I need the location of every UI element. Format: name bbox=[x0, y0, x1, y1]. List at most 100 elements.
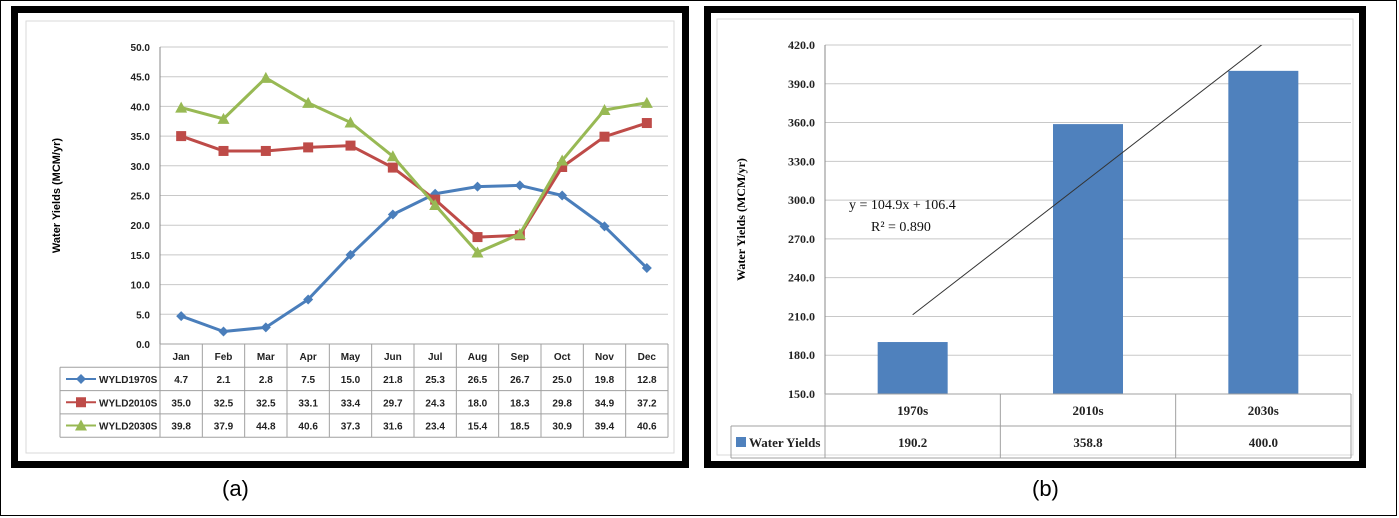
x-tick-label-b: 1970s bbox=[897, 403, 928, 418]
data-label-a: 31.6 bbox=[383, 422, 403, 433]
y-tick-label-a: 45.0 bbox=[131, 73, 151, 84]
trendline-r2: R² = 0.890 bbox=[871, 220, 931, 235]
y-tick-label-b: 240.0 bbox=[788, 271, 815, 285]
data-label-a: 40.6 bbox=[298, 422, 318, 433]
data-label-b: 358.8 bbox=[1073, 435, 1103, 450]
data-label-a: 15.4 bbox=[468, 422, 488, 433]
y-tick-label-b: 210.0 bbox=[788, 309, 815, 323]
y-tick-label-b: 180.0 bbox=[788, 348, 815, 362]
data-label-b: 190.2 bbox=[898, 435, 927, 450]
legend-key-marker-a bbox=[76, 397, 86, 407]
data-label-a: 15.0 bbox=[341, 375, 361, 386]
data-label-a: 26.5 bbox=[468, 375, 488, 386]
y-tick-label-b: 330.0 bbox=[788, 154, 815, 168]
data-point-wyld2010s bbox=[642, 118, 652, 128]
bar-1970s bbox=[878, 342, 948, 394]
data-label-a: 2.1 bbox=[217, 375, 231, 386]
top-fragment bbox=[730, 0, 790, 3]
y-tick-label-a: 15.0 bbox=[131, 251, 151, 262]
y-tick-label-b: 270.0 bbox=[788, 232, 815, 246]
data-label-a: 25.3 bbox=[425, 375, 445, 386]
y-tick-label-a: 20.0 bbox=[131, 221, 151, 232]
y-tick-label-b: 390.0 bbox=[788, 77, 815, 91]
data-label-a: 7.5 bbox=[301, 375, 315, 386]
data-label-a: 39.4 bbox=[595, 422, 615, 433]
data-label-a: 26.7 bbox=[510, 375, 530, 386]
data-label-b: 400.0 bbox=[1249, 435, 1278, 450]
y-tick-label-a: 10.0 bbox=[131, 281, 151, 292]
data-point-wyld2010s bbox=[303, 142, 313, 152]
x-tick-label-a: Sep bbox=[511, 352, 529, 363]
y-tick-label-b: 420.0 bbox=[788, 38, 815, 52]
data-point-wyld2010s bbox=[600, 132, 610, 142]
data-point-wyld2010s bbox=[473, 232, 483, 242]
data-label-a: 2.8 bbox=[259, 375, 273, 386]
data-label-a: 19.8 bbox=[595, 375, 615, 386]
caption-b: (b) bbox=[1032, 476, 1059, 502]
data-label-a: 37.9 bbox=[214, 422, 234, 433]
data-label-a: 23.4 bbox=[425, 422, 445, 433]
data-label-a: 18.3 bbox=[510, 398, 530, 409]
bar-2010s bbox=[1053, 124, 1123, 394]
data-label-a: 44.8 bbox=[256, 422, 276, 433]
trendline-equation: y = 104.9x + 106.4 bbox=[849, 198, 956, 213]
data-point-wyld2010s bbox=[261, 146, 271, 156]
y-tick-label-a: 25.0 bbox=[131, 192, 151, 203]
data-point-wyld2010s bbox=[219, 146, 229, 156]
x-tick-label-a: Aug bbox=[468, 352, 487, 363]
data-label-a: 40.6 bbox=[637, 422, 657, 433]
y-axis-label-a: Water Yields (MCM/yr) bbox=[51, 138, 63, 253]
data-point-wyld2010s bbox=[176, 131, 186, 141]
data-label-a: 18.5 bbox=[510, 422, 530, 433]
chart-a-area bbox=[26, 21, 674, 453]
data-label-a: 29.7 bbox=[383, 398, 403, 409]
data-label-a: 21.8 bbox=[383, 375, 403, 386]
x-tick-label-a: Jul bbox=[428, 352, 443, 363]
data-point-wyld2010s bbox=[388, 163, 398, 173]
data-label-a: 4.7 bbox=[174, 375, 188, 386]
data-label-a: 30.9 bbox=[552, 422, 572, 433]
legend-label-a: WYLD2030S bbox=[99, 422, 158, 433]
line-chart: 0.05.010.015.020.025.030.035.040.045.050… bbox=[18, 13, 682, 461]
panel-b-frame: 150.0 180.0 210.0 240.0 270.0 300.0 330.0 360.0… bbox=[704, 6, 1366, 468]
data-label-a: 32.5 bbox=[256, 398, 276, 409]
legend-label-a: WYLD2010S bbox=[99, 398, 158, 409]
data-label-a: 12.8 bbox=[637, 375, 657, 386]
legend-key-b bbox=[736, 437, 746, 447]
x-tick-label-a: Feb bbox=[215, 352, 233, 363]
data-label-a: 33.1 bbox=[298, 398, 318, 409]
y-axis-label-b: Water Yields (MCM/yr) bbox=[734, 158, 748, 281]
x-tick-label-b: 2010s bbox=[1072, 403, 1103, 418]
y-tick-label-a: 5.0 bbox=[136, 310, 150, 321]
bar-2030s bbox=[1228, 71, 1298, 394]
y-tick-label-a: 30.0 bbox=[131, 162, 151, 173]
data-label-a: 35.0 bbox=[171, 398, 191, 409]
bar-chart: 150.0 180.0 210.0 240.0 270.0 300.0 330.0 360.0… bbox=[711, 13, 1359, 461]
data-label-a: 29.8 bbox=[552, 398, 572, 409]
data-label-a: 37.2 bbox=[637, 398, 657, 409]
x-tick-label-b: 2030s bbox=[1248, 403, 1279, 418]
data-label-a: 32.5 bbox=[214, 398, 234, 409]
x-tick-label-a: Jan bbox=[173, 352, 190, 363]
y-tick-label-a: 50.0 bbox=[131, 43, 151, 54]
data-point-wyld2010s bbox=[346, 141, 356, 151]
x-tick-label-a: Jun bbox=[384, 352, 402, 363]
data-label-a: 25.0 bbox=[552, 375, 572, 386]
legend-label-b: Water Yields bbox=[749, 435, 820, 450]
x-tick-label-a: May bbox=[341, 352, 361, 363]
y-tick-label-b: 150.0 bbox=[788, 387, 815, 401]
y-tick-label-a: 35.0 bbox=[131, 132, 151, 143]
y-tick-label-b: 360.0 bbox=[788, 116, 815, 130]
data-label-a: 18.0 bbox=[468, 398, 488, 409]
x-tick-label-a: Dec bbox=[638, 352, 657, 363]
data-label-a: 33.4 bbox=[341, 398, 361, 409]
x-tick-label-a: Oct bbox=[554, 352, 571, 363]
legend-label-a: WYLD1970S bbox=[99, 375, 158, 386]
data-label-a: 34.9 bbox=[595, 398, 615, 409]
data-label-a: 37.3 bbox=[341, 422, 361, 433]
data-label-a: 24.3 bbox=[425, 398, 445, 409]
x-tick-label-a: Mar bbox=[257, 352, 275, 363]
x-tick-label-a: Apr bbox=[300, 352, 317, 363]
caption-a: (a) bbox=[222, 476, 249, 502]
y-tick-label-b: 300.0 bbox=[788, 193, 815, 207]
